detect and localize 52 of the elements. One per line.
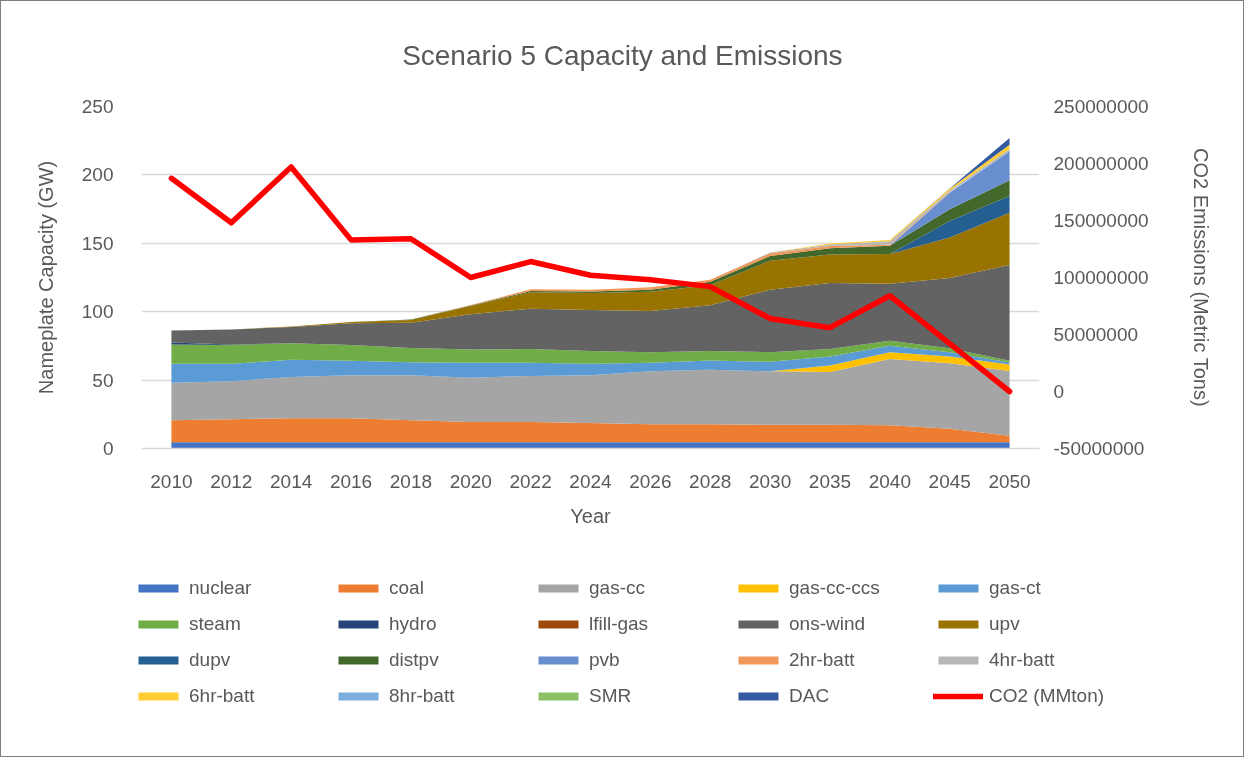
legend-label: lfill-gas	[589, 613, 650, 635]
y-tick-label: 250	[81, 96, 114, 117]
x-tick-label: 2016	[329, 470, 373, 492]
legend-label: hydro	[389, 613, 438, 635]
legend-label: distpv	[389, 649, 440, 671]
legend-label: gas-cc	[589, 577, 646, 599]
legend-label: steam	[189, 613, 242, 635]
y2-tick-label: 150000000	[1053, 210, 1149, 231]
y2-tick-label: 50000000	[1053, 324, 1139, 345]
x-tick-label: 2035	[808, 470, 852, 492]
y-axis-title: Nameplate Capacity (GW)	[34, 160, 57, 395]
x-tick-label: 2045	[928, 470, 971, 492]
x-axis-title: Year	[570, 504, 612, 527]
legend-label: 2hr-batt	[789, 649, 856, 671]
legend-label: DAC	[789, 685, 831, 707]
x-tick-label: 2040	[868, 470, 911, 492]
y-tick-label: 100	[81, 301, 114, 323]
x-tick-label: 2050	[988, 470, 1031, 492]
x-tick-label: 2010	[150, 470, 193, 492]
y2-tick-label: 200000000	[1053, 153, 1149, 174]
legend-label: 6hr-batt	[189, 685, 256, 707]
legend-label: gas-ct	[989, 577, 1042, 599]
legend-label: upv	[989, 613, 1021, 635]
x-tick-label: 2026	[629, 470, 672, 492]
chart-title: Scenario 5 Capacity and Emissions	[402, 39, 843, 71]
x-tick-label: 2024	[569, 470, 613, 492]
x-tick-label: 2028	[689, 470, 732, 492]
y-tick-label: 200	[81, 164, 114, 186]
y2-tick-label: 100000000	[1053, 267, 1149, 288]
y2-tick-label: 250000000	[1053, 96, 1149, 117]
legend-label: CO2 (MMton)	[989, 685, 1106, 707]
y2-axis-title: CO2 Emissions (Metric Tons)	[1189, 148, 1212, 407]
y2-tick-label: 0	[1053, 381, 1065, 402]
x-tick-label: 2030	[748, 470, 792, 492]
y-tick-label: 50	[92, 369, 114, 391]
legend-label: dupv	[189, 649, 232, 671]
legend-label: gas-cc-ccs	[789, 577, 881, 599]
legend-label: 4hr-batt	[989, 649, 1056, 671]
y-tick-label: 0	[102, 438, 114, 459]
legend-label: nuclear	[189, 577, 253, 599]
legend-label: 8hr-batt	[389, 685, 456, 707]
legend-label: ons-wind	[789, 613, 867, 635]
legend-label: SMR	[589, 685, 633, 707]
x-tick-label: 2018	[389, 470, 433, 492]
x-tick-label: 2014	[270, 470, 313, 492]
x-tick-label: 2022	[509, 470, 552, 492]
x-tick-label: 2020	[449, 470, 492, 492]
legend-label: coal	[389, 577, 425, 599]
y2-tick-label: -50000000	[1053, 438, 1145, 459]
x-tick-label: 2012	[210, 470, 253, 492]
legend-label: pvb	[589, 649, 621, 671]
y-tick-label: 150	[81, 232, 114, 254]
